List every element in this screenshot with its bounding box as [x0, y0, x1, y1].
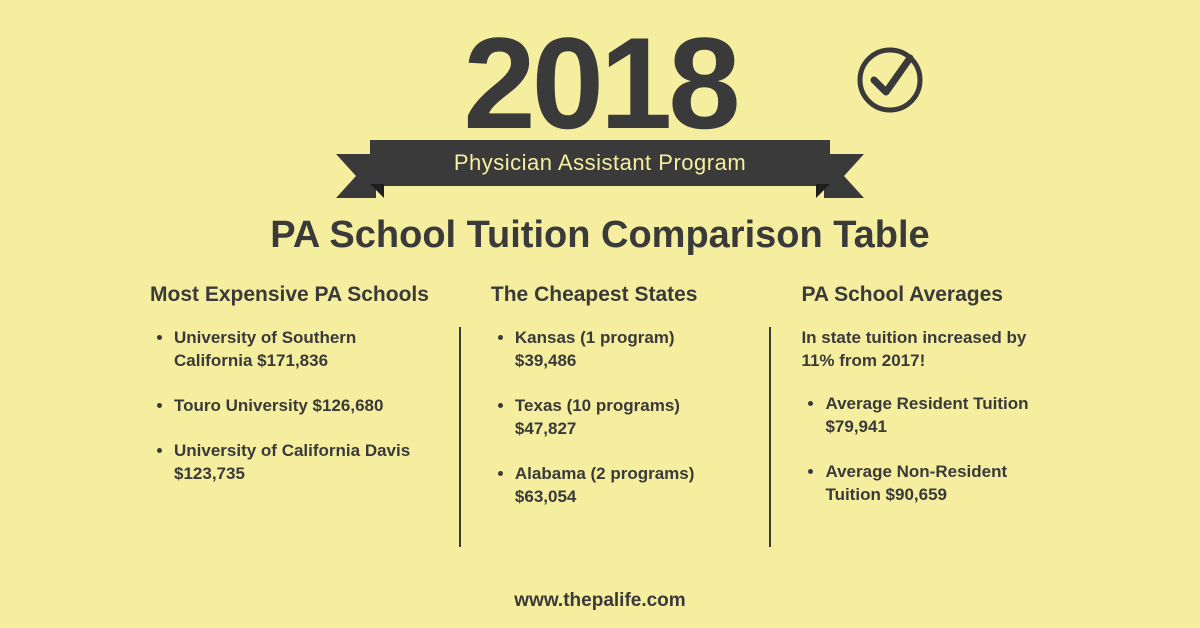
list-item: Average Non-Resident Tuition $90,659 [825, 461, 1050, 507]
list-item: Texas (10 programs) $47,827 [515, 395, 740, 441]
column-expensive: Most Expensive PA Schools University of … [120, 283, 459, 547]
column-cheapest: The Cheapest States Kansas (1 program) $… [461, 283, 770, 547]
banner-label: Physician Assistant Program [370, 140, 830, 186]
column-heading: The Cheapest States [491, 283, 740, 307]
list-item: Touro University $126,680 [174, 395, 429, 418]
comparison-columns: Most Expensive PA Schools University of … [0, 283, 1200, 547]
ribbon-banner: Physician Assistant Program [370, 140, 830, 186]
list-item: Alabama (2 programs) $63,054 [515, 463, 740, 509]
column-heading: PA School Averages [801, 283, 1050, 307]
list-item: Kansas (1 program) $39,486 [515, 327, 740, 373]
footer-url: www.thepalife.com [0, 590, 1200, 612]
list-item: Average Resident Tuition $79,941 [825, 393, 1050, 439]
page-title: PA School Tuition Comparison Table [0, 214, 1200, 257]
averages-note: In state tuition increased by 11% from 2… [801, 327, 1050, 373]
list-item: University of California Davis $123,735 [174, 440, 429, 486]
checkmark-circle-icon [850, 40, 930, 125]
column-averages: PA School Averages In state tuition incr… [771, 283, 1080, 547]
year-heading: 2018 [0, 0, 1200, 148]
column-heading: Most Expensive PA Schools [150, 283, 429, 307]
list-item: University of Southern California $171,8… [174, 327, 429, 373]
